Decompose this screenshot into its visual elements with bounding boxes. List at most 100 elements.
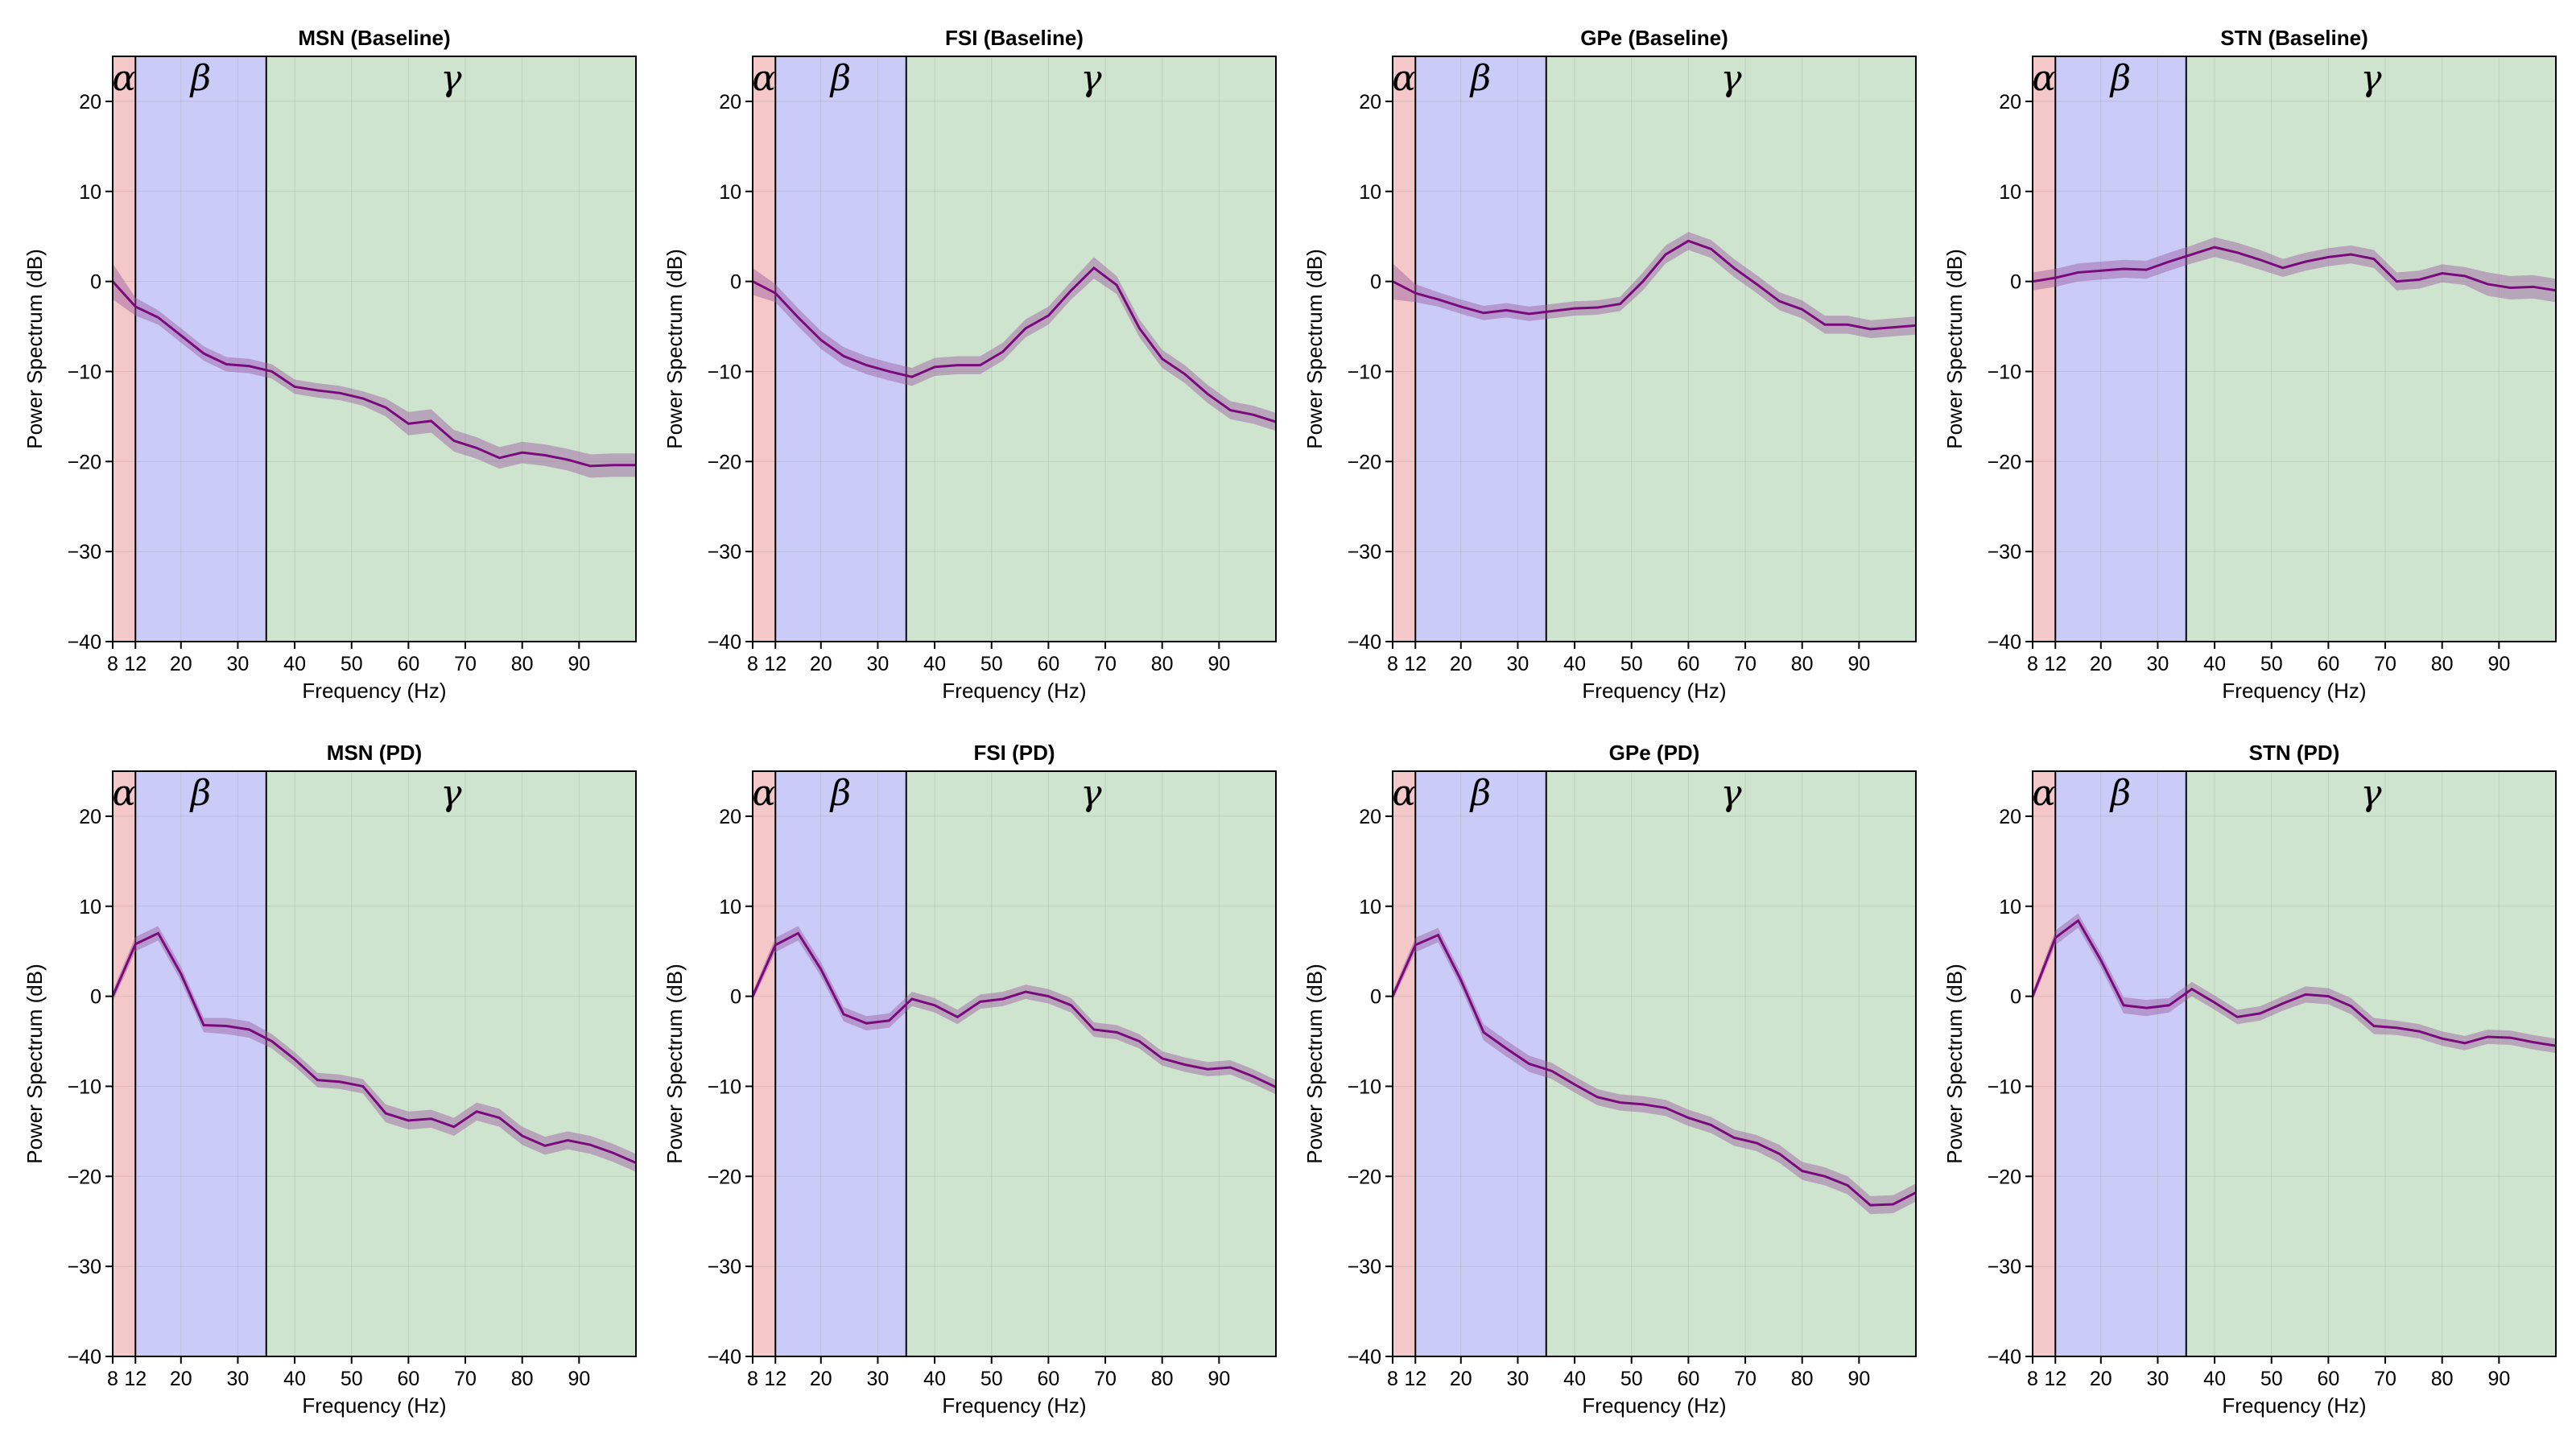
data-point [1161,1057,1163,1059]
x-tick-label: 70 [1734,653,1757,675]
data-point [1778,1153,1781,1155]
x-tick-label: 70 [2374,653,2396,675]
data-point [2168,1004,2170,1007]
y-tick-label: 0 [1370,271,1381,294]
y-axis-label: Power Spectrum (dB) [23,964,47,1164]
y-tick-label: 0 [90,986,101,1009]
x-tick-label: 60 [1037,653,1059,675]
data-point [2372,1025,2376,1027]
data-point [888,1019,890,1022]
y-tick-label: −20 [1988,1166,2021,1188]
data-point [2122,1004,2125,1007]
y-tick-label: −40 [1988,631,2021,654]
data-point [2418,279,2421,281]
x-tick-label: 40 [2203,653,2226,675]
confidence-band [753,926,1276,1095]
data-point [157,932,159,935]
plot-frame [1392,56,1917,642]
data-point [797,932,799,935]
band-region-2 [2055,56,2186,642]
data-point [475,447,478,449]
data-point [2077,271,2079,274]
y-tick-label: 10 [1999,181,2021,204]
data-point [1710,1124,1712,1126]
band-region-1 [2033,771,2056,1356]
data-point [910,375,914,378]
data-point [270,370,274,373]
data-point [202,352,205,355]
x-tick-label: 80 [511,1368,534,1390]
band-label-3: γ [1080,58,1102,99]
band-region-3 [1546,56,1916,642]
x-tick-label: 8 [1387,653,1398,675]
data-point [1482,312,1485,314]
data-point [2509,287,2512,289]
data-point [2122,267,2125,270]
y-axis-label: Power Spectrum (dB) [1942,964,1967,1164]
data-point [1252,1075,1254,1078]
y-tick-label: 20 [719,806,741,828]
y-tick-label: −30 [1988,1256,2021,1278]
data-point [1001,350,1005,353]
data-point [1823,324,1827,326]
data-point [430,1117,432,1120]
data-point [819,339,822,341]
data-point [543,1145,547,1147]
data-point [2532,286,2534,288]
x-axis-label: Frequency (Hz) [2222,1393,2366,1418]
y-tick-label: 10 [1359,896,1381,919]
y-tick-label: 0 [730,986,741,1009]
data-point [452,440,456,442]
data-point [521,1134,523,1137]
band-region-3 [906,56,1276,642]
x-tick-label: 60 [2317,1368,2339,1390]
y-tick-label: 20 [79,806,101,828]
data-point [202,1024,205,1026]
y-tick-label: 0 [730,271,741,294]
data-point [1138,1040,1141,1042]
band-label-3: γ [1720,773,1742,814]
confidence-band [753,257,1276,431]
data-point [407,1119,410,1122]
plot-frame [112,56,637,642]
spectrum-line [1393,239,1916,331]
band-label-2: β [2109,773,2131,814]
x-tick-label: 80 [1151,1368,1174,1390]
data-point [1641,1103,1645,1106]
data-point [2236,251,2239,254]
data-point [339,392,341,394]
band-label-3: γ [1720,58,1742,99]
data-point [1801,1170,1803,1172]
data-point [567,458,569,461]
x-tick-label: 60 [397,1368,419,1390]
x-tick-label: 70 [1094,653,1117,675]
x-tick-label: 60 [2317,653,2339,675]
chart-title: MSN (Baseline) [298,26,450,50]
band-region-3 [906,771,1276,1356]
band-label-1: α [752,58,776,99]
data-point [589,1143,592,1146]
x-tick-label: 20 [810,1368,832,1390]
data-point [1710,248,1712,250]
data-point [1115,283,1118,287]
y-tick-label: −40 [68,631,101,654]
data-point [1573,307,1576,310]
y-tick-label: −10 [1988,1075,2021,1098]
data-point [2281,266,2285,270]
y-axis-label: Power Spectrum (dB) [663,964,687,1164]
data-point [2054,936,2057,939]
data-point [842,1013,845,1016]
y-tick-label: −10 [708,361,741,383]
band-region-1 [753,56,776,642]
data-point [1732,266,1736,270]
plot-frame [752,56,1277,642]
y-tick-label: −40 [1348,631,1381,654]
data-point [2145,268,2148,271]
y-tick-label: 20 [719,91,741,114]
band-label-1: α [752,773,776,814]
y-tick-label: −10 [1348,1075,1381,1098]
x-tick-label: 80 [1791,653,1814,675]
x-axis-label: Frequency (Hz) [942,679,1086,703]
data-point [956,364,959,366]
